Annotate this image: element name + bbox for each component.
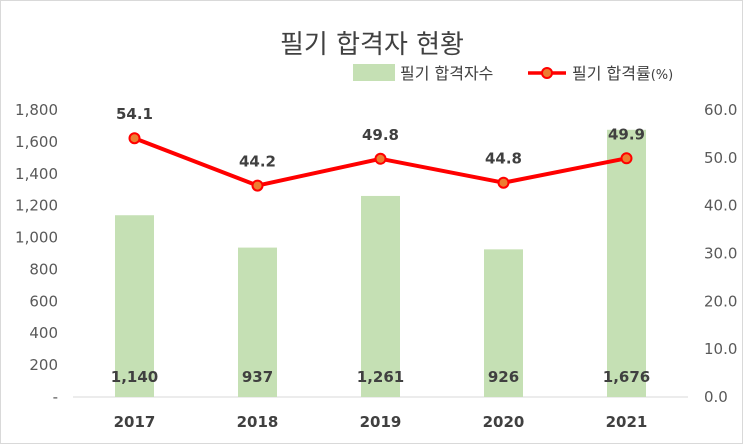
legend-bar-swatch — [353, 64, 395, 81]
line-series — [128, 132, 633, 192]
line-value-label: 54.1 — [116, 105, 153, 123]
x-axis: 2017 2018 2019 2020 2021 — [73, 396, 688, 431]
bar — [361, 195, 400, 397]
bar — [484, 249, 523, 397]
y-axis-left: - 200 400 600 800 1,000 1,200 1,400 1,600 1,800 — [15, 101, 58, 406]
x-tick-label: 2018 — [237, 413, 279, 431]
y-left-tick-label: 1,400 — [15, 165, 58, 183]
x-tick-label: 2019 — [360, 413, 402, 431]
line-point — [374, 152, 387, 165]
x-tick-label: 2020 — [483, 413, 525, 431]
data-labels: 1,140 937 1,261 926 1,676 54.1 44.2 49.8 44.8 49.… — [111, 105, 650, 386]
y-right-tick-label: 0.0 — [704, 388, 728, 406]
bar — [607, 129, 646, 397]
x-tick-label: 2017 — [114, 413, 156, 431]
y-left-tick-label: - — [53, 388, 58, 406]
y-left-tick-label: 400 — [29, 324, 58, 342]
y-right-tick-label: 60.0 — [704, 101, 737, 119]
y-axis-right: 0.0 10.0 20.0 30.0 40.0 50.0 60.0 — [704, 101, 737, 406]
y-left-tick-label: 1,200 — [15, 197, 58, 215]
x-tick-label: 2021 — [606, 413, 648, 431]
line-value-label: 44.8 — [485, 150, 522, 168]
bar — [115, 215, 154, 397]
y-left-tick-label: 200 — [29, 356, 58, 374]
y-right-tick-label: 10.0 — [704, 340, 737, 358]
bar-value-label: 926 — [488, 368, 519, 386]
chart-title: 필기 합격자 현황 — [280, 30, 464, 60]
bar-value-label: 937 — [242, 368, 273, 386]
legend-line-label: 필기 합격률(%) — [572, 64, 673, 83]
legend: 필기 합격자수 필기 합격률(%) — [353, 64, 673, 83]
y-left-tick-label: 600 — [29, 292, 58, 310]
y-left-tick-label: 800 — [29, 260, 58, 278]
line-point — [497, 176, 510, 189]
line-value-label: 44.2 — [239, 153, 276, 171]
y-left-tick-label: 1,000 — [15, 229, 58, 247]
y-left-tick-label: 1,800 — [15, 101, 58, 119]
line-point — [128, 132, 141, 145]
y-right-tick-label: 30.0 — [704, 245, 737, 263]
legend-bar-label: 필기 합격자수 — [400, 64, 493, 83]
line-value-label: 49.8 — [362, 126, 399, 144]
line-value-label: 49.9 — [608, 125, 645, 143]
y-right-tick-label: 20.0 — [704, 292, 737, 310]
line-point — [620, 152, 633, 165]
line-point — [251, 179, 264, 192]
bar-value-label: 1,261 — [357, 368, 404, 386]
bar-series — [115, 129, 646, 397]
y-right-tick-label: 40.0 — [704, 197, 737, 215]
legend-line-marker — [541, 67, 553, 79]
bar-value-label: 1,676 — [603, 368, 650, 386]
y-right-tick-label: 50.0 — [704, 149, 737, 167]
y-left-tick-label: 1,600 — [15, 133, 58, 151]
bar — [238, 247, 277, 397]
bar-value-label: 1,140 — [111, 368, 158, 386]
